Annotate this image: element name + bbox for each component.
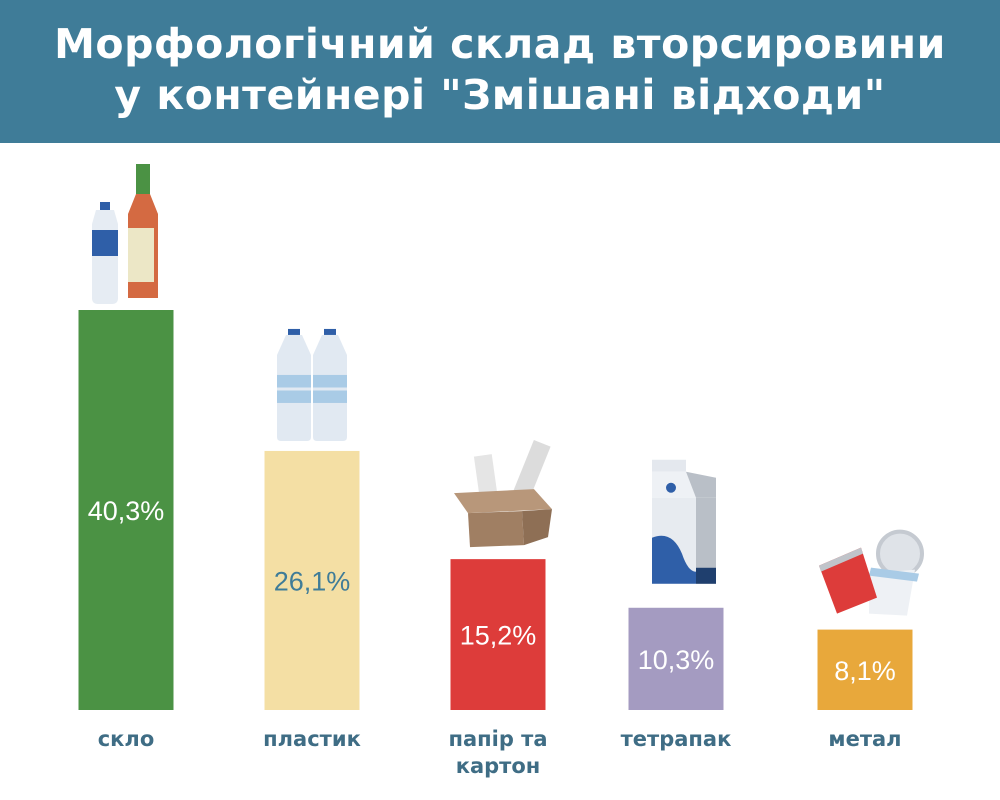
value-label: 40,3% [88, 496, 165, 526]
category-label: папір та [448, 727, 547, 751]
value-label: 10,3% [638, 645, 715, 675]
bar [264, 450, 360, 710]
plastic-bottles-icon [277, 328, 347, 441]
bottles-icon [92, 164, 158, 304]
category-label: метал [828, 727, 901, 751]
value-label: 26,1% [274, 566, 351, 596]
category-label: пластик [263, 727, 361, 751]
category-label: тетрапак [621, 727, 732, 751]
value-label: 15,2% [460, 621, 537, 651]
bar [817, 629, 913, 710]
bar [450, 559, 546, 710]
value-label: 8,1% [834, 656, 896, 686]
paper-box-icon [454, 439, 552, 548]
milk-carton-icon [652, 459, 716, 584]
chart-title-line-2: у контейнері "Змішані відходи" [114, 71, 886, 119]
category-label: картон [456, 754, 541, 778]
title-banner: Морфологічний склад вторсировини у конте… [0, 0, 1000, 143]
cans-icon [819, 529, 924, 616]
chart-title-line-1: Морфологічний склад вторсировини [54, 20, 946, 68]
bar [628, 607, 724, 710]
bar [78, 310, 174, 710]
category-label: скло [98, 727, 155, 751]
